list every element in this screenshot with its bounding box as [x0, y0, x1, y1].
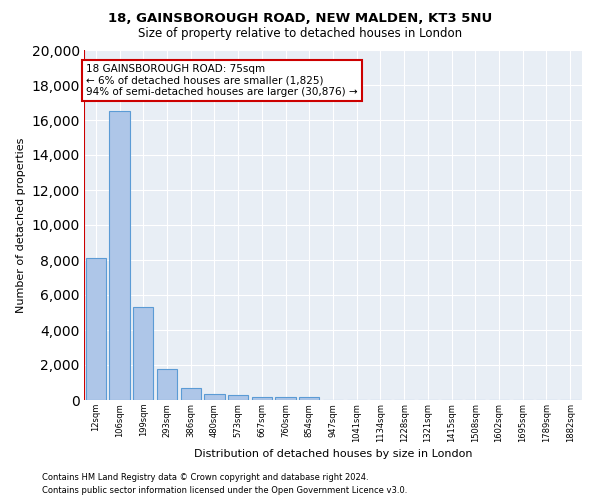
Bar	[86, 258, 106, 400]
Text: 18, GAINSBOROUGH ROAD, NEW MALDEN, KT3 5NU: 18, GAINSBOROUGH ROAD, NEW MALDEN, KT3 5…	[108, 12, 492, 26]
Bar	[181, 388, 201, 400]
X-axis label: Distribution of detached houses by size in London: Distribution of detached houses by size …	[194, 449, 472, 459]
Bar	[228, 396, 248, 400]
Bar	[205, 394, 224, 400]
Text: 18 GAINSBOROUGH ROAD: 75sqm
← 6% of detached houses are smaller (1,825)
94% of s: 18 GAINSBOROUGH ROAD: 75sqm ← 6% of deta…	[86, 64, 358, 97]
Text: Contains public sector information licensed under the Open Government Licence v3: Contains public sector information licen…	[42, 486, 407, 495]
Bar	[299, 396, 319, 400]
Bar	[275, 397, 296, 400]
Text: Size of property relative to detached houses in London: Size of property relative to detached ho…	[138, 28, 462, 40]
Text: Contains HM Land Registry data © Crown copyright and database right 2024.: Contains HM Land Registry data © Crown c…	[42, 474, 368, 482]
Bar	[133, 307, 154, 400]
Bar	[157, 370, 177, 400]
Bar	[252, 396, 272, 400]
Y-axis label: Number of detached properties: Number of detached properties	[16, 138, 26, 312]
Bar	[109, 112, 130, 400]
